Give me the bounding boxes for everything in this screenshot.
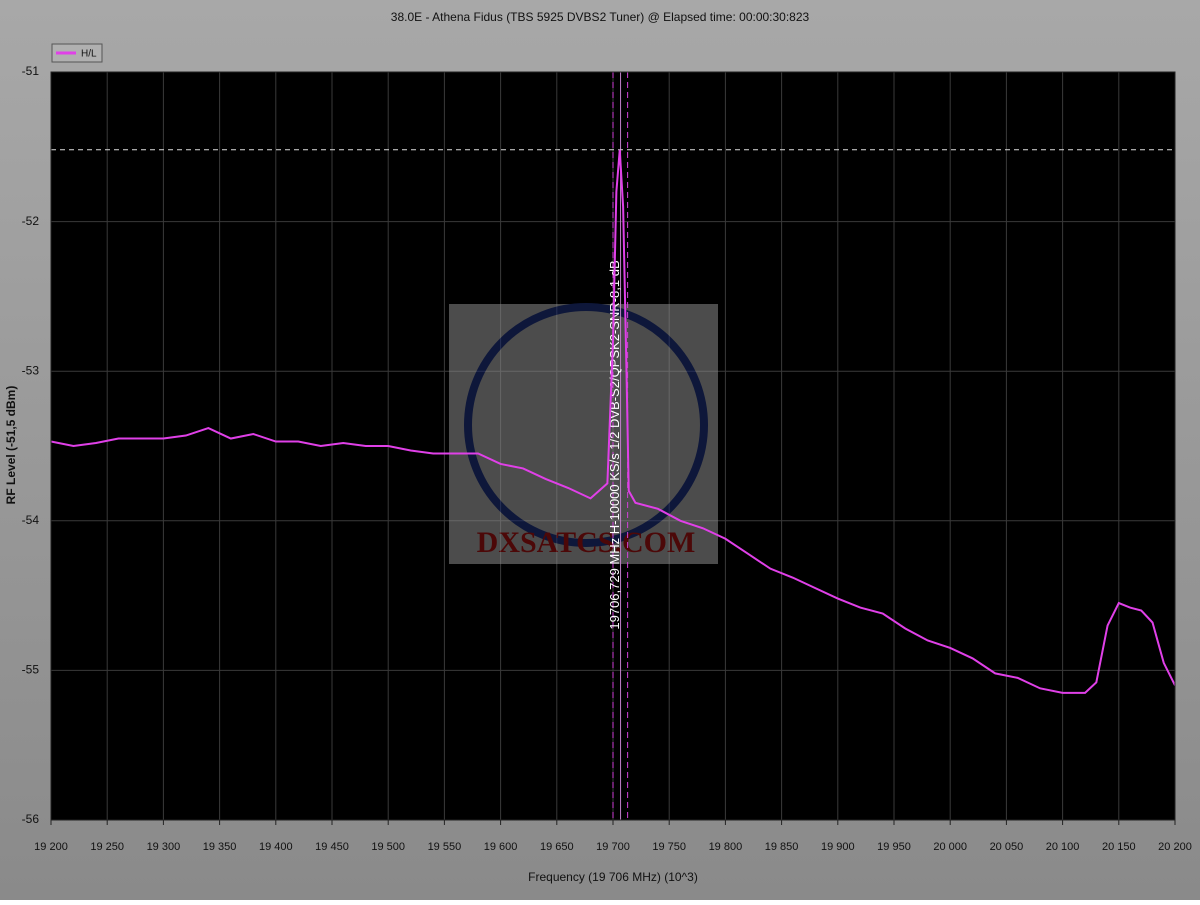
x-tick-label: 19 950 [877,841,911,853]
x-tick-label: 20 150 [1102,841,1136,853]
x-tick-label: 19 550 [428,841,462,853]
y-axis-label: RF Level (-51,5 dBm) [4,386,18,505]
legend-box [51,43,103,63]
y-tick-label: -52 [22,214,40,228]
y-tick-label: -55 [22,663,40,677]
x-tick-label: 20 050 [990,841,1024,853]
x-tick-label: 19 850 [765,841,799,853]
x-axis-label: Frequency (19 706 MHz) (10^3) [528,870,698,884]
watermark-text: DXSATCS.COM [477,526,696,559]
y-tick-label: -51 [22,64,40,78]
watermark: DXSATCS.COM [449,303,718,564]
chart-title: 38.0E - Athena Fidus (TBS 5925 DVBS2 Tun… [391,10,810,24]
x-tick-label: 20 200 [1158,841,1192,853]
x-tick-label: 20 100 [1046,841,1080,853]
x-tick-label: 19 750 [652,841,686,853]
x-tick-label: 19 600 [484,841,518,853]
x-tick-label: 19 900 [821,841,855,853]
x-tick-label: 19 250 [90,841,124,853]
x-tick-label: 19 300 [147,841,181,853]
x-tick-label: 19 400 [259,841,293,853]
y-tick-label: -53 [22,363,40,377]
x-tick-label: 20 000 [933,841,967,853]
annotation: 19706,729 MHz H-10000 KS/s 1/2 DVB-S2/QP… [607,260,622,629]
x-tick-label: 19 450 [315,841,349,853]
x-tick-label: 19 800 [709,841,743,853]
y-tick-label: -54 [22,513,40,527]
x-tick-label: 19 500 [371,841,405,853]
x-tick-label: 19 650 [540,841,574,853]
x-tick-label: 19 700 [596,841,630,853]
y-tick-label: -56 [22,812,40,826]
plot-border [50,71,1176,821]
series-line [50,149,1176,694]
legend-label: H/L [81,49,97,60]
x-tick-label: 19 350 [203,841,237,853]
watermark-ring [464,303,708,547]
x-tick-label: 19 200 [34,841,68,853]
